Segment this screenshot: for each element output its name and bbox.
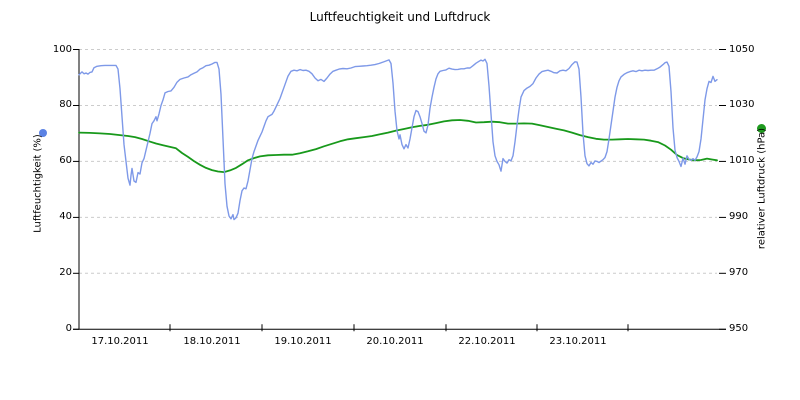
x-tick-label: 23.10.2011 — [549, 336, 607, 347]
right-tick-label: 1010 — [729, 155, 755, 166]
pressure-legend-dot-icon — [757, 124, 766, 133]
right-tick-label: 990 — [729, 211, 749, 222]
humidity-legend-dot-icon — [39, 129, 47, 137]
x-tick-label: 17.10.2011 — [91, 336, 149, 347]
x-tick-label: 18.10.2011 — [183, 336, 241, 347]
left-tick-label: 40 — [59, 211, 72, 222]
humidity-series-line — [78, 58, 718, 221]
right-tick-label: 1030 — [729, 99, 755, 110]
left-tick-label: 80 — [59, 99, 72, 110]
left-tick-label: 20 — [59, 267, 72, 278]
chart-title: Luftfeuchtigkeit und Luftdruck — [309, 10, 491, 24]
left-tick-label: 60 — [59, 155, 72, 166]
right-tick-label: 1050 — [729, 44, 755, 55]
x-tick-label: 22.10.2011 — [458, 336, 516, 347]
x-tick-label: 20.10.2011 — [366, 336, 424, 347]
left-tick-label: 100 — [52, 44, 72, 55]
right-tick-label: 950 — [729, 323, 749, 334]
x-tick-label: 19.10.2011 — [274, 336, 332, 347]
right-tick-label: 970 — [729, 267, 749, 278]
pressure-series-line — [78, 119, 718, 174]
left-tick-label: 0 — [65, 323, 72, 334]
